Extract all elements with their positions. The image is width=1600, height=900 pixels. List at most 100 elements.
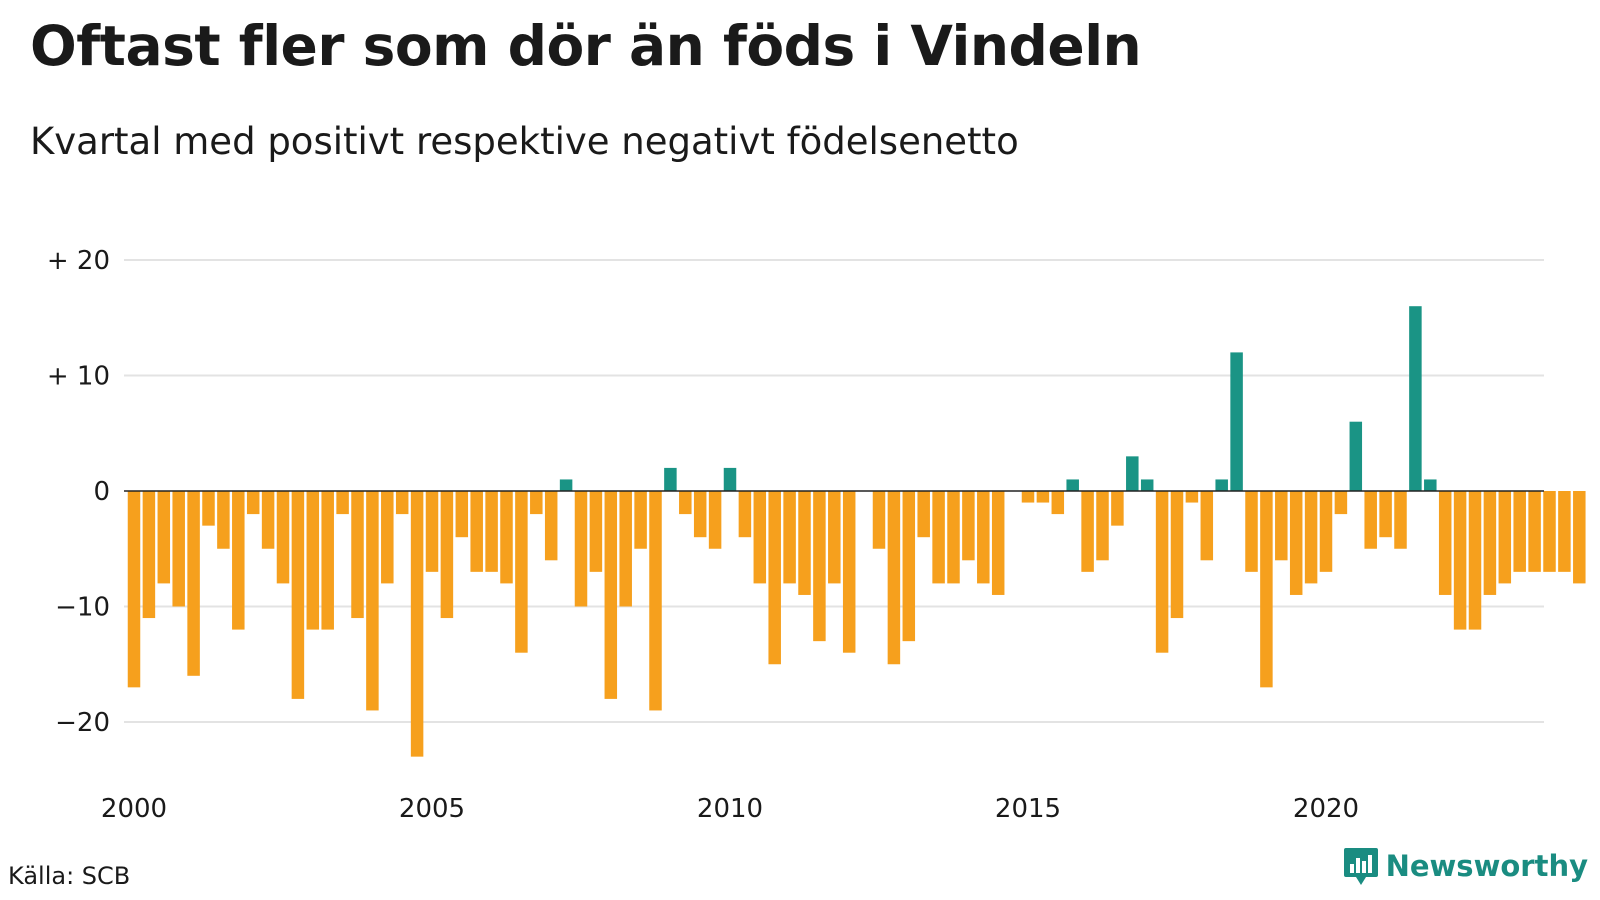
bar-2012Q3 xyxy=(872,491,886,549)
bar-2015Q2 xyxy=(1036,491,1050,503)
bar-2021Q4 xyxy=(1424,479,1437,491)
bar-2023Q1 xyxy=(1498,491,1512,584)
bar-2016Q1 xyxy=(1081,491,1094,572)
bar-2014Q1 xyxy=(962,491,975,561)
x-tick-label: 2000 xyxy=(101,794,167,824)
x-axis-ticks: 2000 2005 2010 2015 2020 xyxy=(101,794,1359,824)
bar-2020Q2 xyxy=(1334,491,1348,515)
bar-2008Q3 xyxy=(634,491,647,549)
bar-2017Q2 xyxy=(1155,491,1169,653)
bar-2002Q4 xyxy=(291,491,305,699)
bar-2020Q3 xyxy=(1349,421,1363,491)
source-note: Källa: SCB xyxy=(8,862,131,890)
bar-2012Q4 xyxy=(887,491,901,665)
bar-2010Q2 xyxy=(738,491,752,538)
bar-2001Q3 xyxy=(217,491,230,549)
bar-2018Q2 xyxy=(1215,479,1228,491)
bar-2010Q3 xyxy=(753,491,767,584)
bar-2023Q2 xyxy=(1513,491,1526,572)
bar-2014Q2 xyxy=(977,491,990,584)
bar-2000Q1 xyxy=(127,491,141,688)
bar-2005Q3 xyxy=(455,491,469,538)
bar-2024Q2 xyxy=(1573,491,1586,584)
bar-2004Q3 xyxy=(395,491,409,515)
bar-2011Q3 xyxy=(813,491,826,642)
bar-2013Q2 xyxy=(917,491,930,538)
bar-2015Q3 xyxy=(1051,491,1065,515)
bar-2021Q3 xyxy=(1409,306,1422,491)
bar-2019Q2 xyxy=(1275,491,1288,561)
bar-2017Q3 xyxy=(1170,491,1184,619)
bar-2005Q2 xyxy=(440,491,454,619)
bar-2022Q4 xyxy=(1483,491,1497,595)
y-tick-label: + 10 xyxy=(47,362,110,392)
x-tick-label: 2020 xyxy=(1293,794,1359,824)
bar-2001Q2 xyxy=(202,491,215,526)
bar-2016Q4 xyxy=(1126,456,1139,491)
bar-2003Q4 xyxy=(351,491,364,619)
bar-2007Q1 xyxy=(544,491,558,561)
bar-2019Q3 xyxy=(1289,491,1303,595)
bar-2016Q2 xyxy=(1096,491,1109,561)
bar-2017Q4 xyxy=(1185,491,1199,503)
x-tick-label: 2015 xyxy=(995,794,1061,824)
bar-2010Q1 xyxy=(723,467,737,491)
bar-2022Q1 xyxy=(1438,491,1452,595)
bar-2006Q4 xyxy=(530,491,543,515)
bar-2006Q1 xyxy=(485,491,498,572)
bar-2005Q4 xyxy=(470,491,483,572)
bar-2009Q2 xyxy=(679,491,692,515)
bar-2003Q1 xyxy=(306,491,320,630)
bar-2003Q2 xyxy=(321,491,334,630)
bar-2000Q3 xyxy=(157,491,171,584)
bar-2007Q2 xyxy=(559,479,573,491)
gridlines xyxy=(124,259,1544,723)
bar-2005Q1 xyxy=(425,491,439,572)
bar-2009Q1 xyxy=(664,467,677,491)
bar-2016Q3 xyxy=(1111,491,1124,526)
bar-2019Q4 xyxy=(1304,491,1318,584)
chart-title: Oftast fler som dör än föds i Vindeln xyxy=(30,14,1142,78)
bar-2011Q4 xyxy=(828,491,841,584)
bar-2014Q3 xyxy=(991,491,1005,595)
bar-2002Q1 xyxy=(246,491,260,515)
bar-2018Q4 xyxy=(1245,491,1258,572)
bars xyxy=(127,306,1586,757)
bar-2011Q1 xyxy=(783,491,796,584)
bar-2011Q2 xyxy=(798,491,811,595)
bar-2023Q4 xyxy=(1543,491,1556,572)
bar-2013Q4 xyxy=(947,491,960,584)
bar-2004Q2 xyxy=(381,491,394,584)
bar-2019Q1 xyxy=(1260,491,1273,688)
bar-2018Q3 xyxy=(1230,352,1243,491)
bar-2013Q3 xyxy=(932,491,945,584)
y-tick-label: 0 xyxy=(93,477,110,507)
bar-2008Q2 xyxy=(619,491,632,607)
bar-2000Q2 xyxy=(142,491,156,619)
bar-2001Q1 xyxy=(187,491,200,676)
bar-2009Q4 xyxy=(708,491,722,549)
bar-2024Q1 xyxy=(1558,491,1571,572)
x-tick-label: 2005 xyxy=(399,794,465,824)
bar-2000Q4 xyxy=(172,491,185,607)
bar-2023Q3 xyxy=(1528,491,1541,572)
y-axis-ticks: + 20 + 10 0 −10 −20 xyxy=(47,246,110,738)
bar-2020Q4 xyxy=(1364,491,1377,549)
brand-name: Newsworthy xyxy=(1385,849,1588,883)
bar-2007Q4 xyxy=(589,491,603,572)
bar-2002Q3 xyxy=(276,491,290,584)
y-tick-label: + 20 xyxy=(47,246,110,276)
bar-2003Q3 xyxy=(336,491,349,515)
bar-2022Q2 xyxy=(1453,491,1467,630)
bar-2020Q1 xyxy=(1319,491,1333,572)
chart-subtitle: Kvartal med positivt respektive negativt… xyxy=(30,120,1019,163)
bar-2009Q3 xyxy=(693,491,707,538)
bar-2002Q2 xyxy=(261,491,275,549)
bar-2004Q4 xyxy=(410,491,424,757)
brand-logo: Newsworthy xyxy=(1342,845,1588,887)
bar-2008Q1 xyxy=(604,491,618,699)
bar-2001Q4 xyxy=(232,491,245,630)
bar-2021Q2 xyxy=(1394,491,1407,549)
newsworthy-logo-icon xyxy=(1343,848,1378,885)
bar-2022Q3 xyxy=(1468,491,1482,630)
